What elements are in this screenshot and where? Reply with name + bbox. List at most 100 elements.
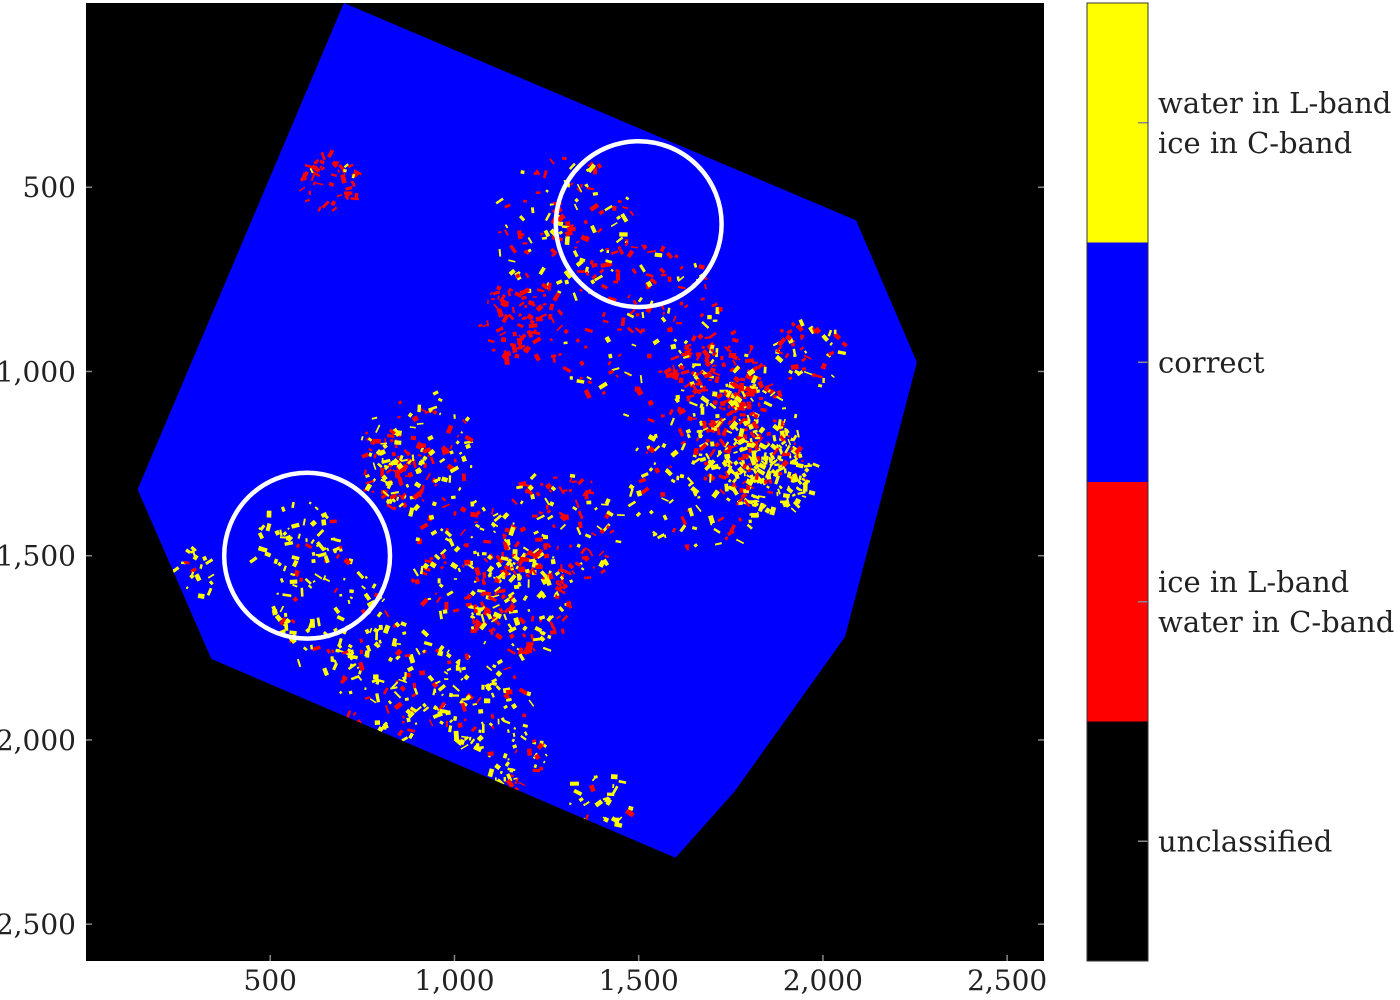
disagreement-pixel: [698, 453, 703, 457]
disagreement-pixel: [527, 608, 531, 613]
disagreement-pixel: [723, 390, 727, 396]
disagreement-pixel: [503, 666, 512, 671]
disagreement-pixel: [786, 471, 792, 479]
disagreement-pixel: [733, 375, 741, 384]
disagreement-pixel: [566, 515, 569, 520]
disagreement-pixel: [397, 479, 402, 483]
disagreement-pixel: [438, 644, 445, 652]
disagreement-pixel: [792, 501, 801, 509]
disagreement-pixel: [604, 498, 611, 505]
disagreement-pixel: [640, 486, 650, 495]
disagreement-pixel: [735, 538, 745, 545]
disagreement-pixel: [635, 312, 640, 317]
disagreement-pixel: [757, 495, 766, 499]
disagreement-pixel: [427, 597, 432, 601]
disagreement-pixel: [410, 578, 416, 584]
disagreement-pixel: [298, 186, 306, 192]
disagreement-pixel: [610, 250, 619, 255]
disagreement-pixel: [754, 431, 760, 437]
disagreement-pixel: [470, 535, 474, 539]
disagreement-pixel: [677, 427, 685, 437]
disagreement-pixel: [429, 456, 435, 465]
disagreement-pixel: [418, 460, 424, 466]
disagreement-pixel: [776, 443, 779, 448]
colorbar-swatch: [1087, 721, 1148, 961]
disagreement-pixel: [488, 722, 494, 727]
disagreement-pixel: [790, 342, 796, 347]
disagreement-pixel: [757, 380, 765, 389]
disagreement-pixel: [437, 684, 447, 692]
disagreement-pixel: [580, 567, 585, 571]
disagreement-pixel: [441, 476, 449, 483]
disagreement-pixel: [415, 441, 423, 450]
disagreement-pixel: [756, 467, 766, 476]
disagreement-pixel: [759, 396, 763, 400]
disagreement-pixel: [731, 444, 738, 449]
disagreement-pixel: [409, 706, 418, 713]
disagreement-pixel: [612, 783, 615, 788]
disagreement-pixel: [482, 724, 485, 733]
disagreement-pixel: [745, 484, 754, 489]
disagreement-pixel: [469, 465, 473, 469]
disagreement-pixel: [365, 474, 370, 478]
disagreement-pixel: [661, 442, 667, 449]
disagreement-pixel: [614, 822, 623, 828]
disagreement-pixel: [453, 737, 463, 746]
disagreement-pixel: [513, 777, 518, 780]
disagreement-pixel: [763, 479, 768, 484]
disagreement-pixel: [344, 191, 353, 195]
disagreement-pixel: [574, 246, 578, 249]
disagreement-pixel: [722, 407, 726, 411]
disagreement-pixel: [693, 543, 699, 548]
disagreement-pixel: [737, 437, 747, 446]
disagreement-pixel: [434, 483, 438, 487]
disagreement-pixel: [775, 395, 784, 402]
disagreement-pixel: [345, 710, 352, 720]
disagreement-pixel: [731, 359, 737, 366]
disagreement-pixel: [279, 605, 285, 613]
disagreement-pixel: [350, 674, 360, 681]
disagreement-pixel: [649, 277, 658, 285]
disagreement-pixel: [512, 744, 518, 749]
disagreement-pixel: [705, 401, 709, 407]
disagreement-pixel: [282, 565, 287, 572]
disagreement-pixel: [572, 505, 578, 511]
disagreement-pixel: [687, 481, 694, 487]
disagreement-pixel: [599, 528, 605, 535]
disagreement-pixel: [518, 215, 526, 222]
disagreement-pixel: [750, 512, 759, 518]
disagreement-pixel: [730, 470, 737, 476]
disagreement-pixel: [529, 319, 535, 325]
disagreement-pixel: [766, 475, 772, 480]
disagreement-pixel: [331, 160, 339, 168]
disagreement-pixel: [721, 427, 729, 437]
disagreement-pixel: [506, 773, 513, 783]
disagreement-pixel: [648, 509, 654, 515]
disagreement-pixel: [455, 664, 460, 671]
x-tick-label: 2,000: [783, 964, 863, 997]
disagreement-pixel: [508, 633, 515, 640]
disagreement-pixel: [601, 283, 608, 290]
disagreement-pixel: [522, 713, 527, 718]
disagreement-pixel: [514, 749, 518, 754]
disagreement-pixel: [405, 483, 410, 488]
disagreement-pixel: [743, 418, 748, 422]
disagreement-pixel: [419, 670, 426, 676]
disagreement-pixel: [330, 173, 337, 178]
disagreement-pixel: [555, 581, 562, 587]
disagreement-pixel: [420, 565, 424, 575]
disagreement-pixel: [678, 364, 685, 371]
disagreement-pixel: [396, 455, 400, 459]
disagreement-pixel: [463, 674, 470, 681]
disagreement-pixel: [317, 552, 327, 558]
disagreement-pixel: [507, 290, 512, 297]
disagreement-pixel: [696, 430, 703, 433]
disagreement-pixel: [284, 623, 289, 631]
x-axis: 500 1,000 1,500 2,000 2,500: [244, 955, 1047, 997]
disagreement-pixel: [631, 268, 637, 275]
disagreement-pixel: [728, 485, 736, 492]
disagreement-pixel: [369, 627, 373, 633]
disagreement-pixel: [473, 550, 477, 555]
disagreement-pixel: [384, 705, 390, 714]
disagreement-pixel: [763, 442, 771, 450]
